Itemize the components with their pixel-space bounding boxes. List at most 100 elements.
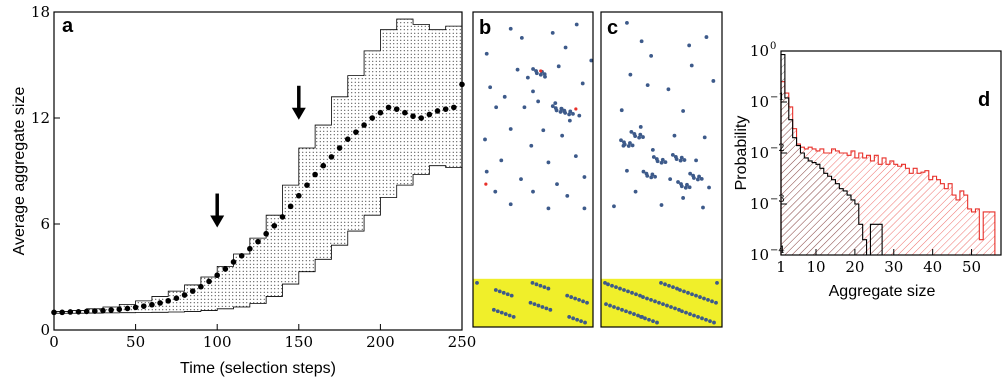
data-point [198,283,204,290]
data-point [304,182,310,188]
data-point [336,145,343,151]
y-tick-exponent: −3 [770,194,785,205]
histogram-bar [796,145,801,255]
cluster-particle [567,112,572,117]
band-particle [503,312,508,316]
band-particle [657,300,661,305]
data-point [353,129,359,135]
cluster-particle [678,158,683,163]
data-point [312,171,318,178]
cluster-particle [688,171,693,176]
particle [494,105,499,110]
histogram-bar [831,179,836,255]
band-particle [532,302,537,307]
data-point [271,222,278,229]
particle [645,83,650,88]
particle [582,206,587,211]
histogram-outline [780,54,886,256]
y-tick-label: 12 [31,109,50,127]
particle [550,30,555,35]
particle [525,75,530,80]
particle [668,177,673,182]
band-particle [606,282,610,287]
variability-band [53,18,463,314]
band-particle [702,296,706,301]
particle [484,169,489,174]
band-particle [491,307,496,312]
cluster-particle [558,110,563,114]
band-particle [715,281,719,285]
particle [565,193,570,198]
cluster-particle [641,169,646,174]
data-point [328,154,335,160]
particle [531,89,535,94]
particle [650,147,655,152]
data-point [59,309,65,316]
histogram-bar [870,224,875,255]
band-particle [632,312,636,316]
cluster-particle [655,159,660,164]
band-particle [509,293,514,298]
histogram-bar [913,168,918,255]
axis-ticks: 0 50 100 150 200 250 0 6 12 18 [31,3,476,351]
data-point [214,272,220,279]
cluster-particle [534,71,539,76]
band-particle [616,306,620,311]
band-particle [645,296,649,301]
cluster-particle [650,172,655,177]
band-particle [534,282,539,287]
histogram-bar [979,239,984,255]
band-area [53,18,463,314]
histogram-bar [878,224,883,255]
highlight-particle [484,182,488,186]
data-point [100,307,106,314]
band-particle [673,306,677,311]
particle [556,64,561,69]
band-particle [493,288,498,292]
cluster-particle [628,141,632,145]
particle [707,185,711,190]
particle [563,45,568,50]
data-point [255,238,261,245]
cluster-particle [695,177,700,182]
band-particle [696,315,700,319]
y-tick-label: 10 [750,144,769,162]
particle [577,113,582,118]
data-point [410,113,416,120]
snapshot-frame [472,11,594,328]
cluster-particle [699,176,704,181]
band-particle [530,281,535,285]
particle [711,79,716,83]
histogram-bar [959,190,964,255]
data-point [426,111,433,118]
data-point [67,309,74,315]
band-particle [712,320,716,325]
band-particle [686,290,690,295]
particle [484,51,489,56]
cluster-particle [653,174,657,179]
data-point [344,136,351,142]
band-particle [675,286,679,291]
band-particle [499,310,504,315]
cluster-particle [622,142,627,147]
particle [493,189,498,194]
y-tick-label: 6 [40,215,50,233]
particle [488,85,493,90]
cluster-particle [674,157,679,162]
data-point [92,308,98,314]
band-particle [688,312,692,316]
cluster-particle [697,174,701,179]
panel-letter-d: d [978,89,990,111]
cluster-particle [538,72,543,77]
y-tick-label: 10 [750,42,769,60]
particle [541,128,546,133]
histogram-bar [971,211,976,255]
band-particle [663,282,667,287]
band-particle [565,293,570,298]
histogram-bar [812,162,816,255]
particle [704,35,709,39]
particle [681,196,686,200]
data-point [222,266,229,272]
particle [625,20,629,25]
